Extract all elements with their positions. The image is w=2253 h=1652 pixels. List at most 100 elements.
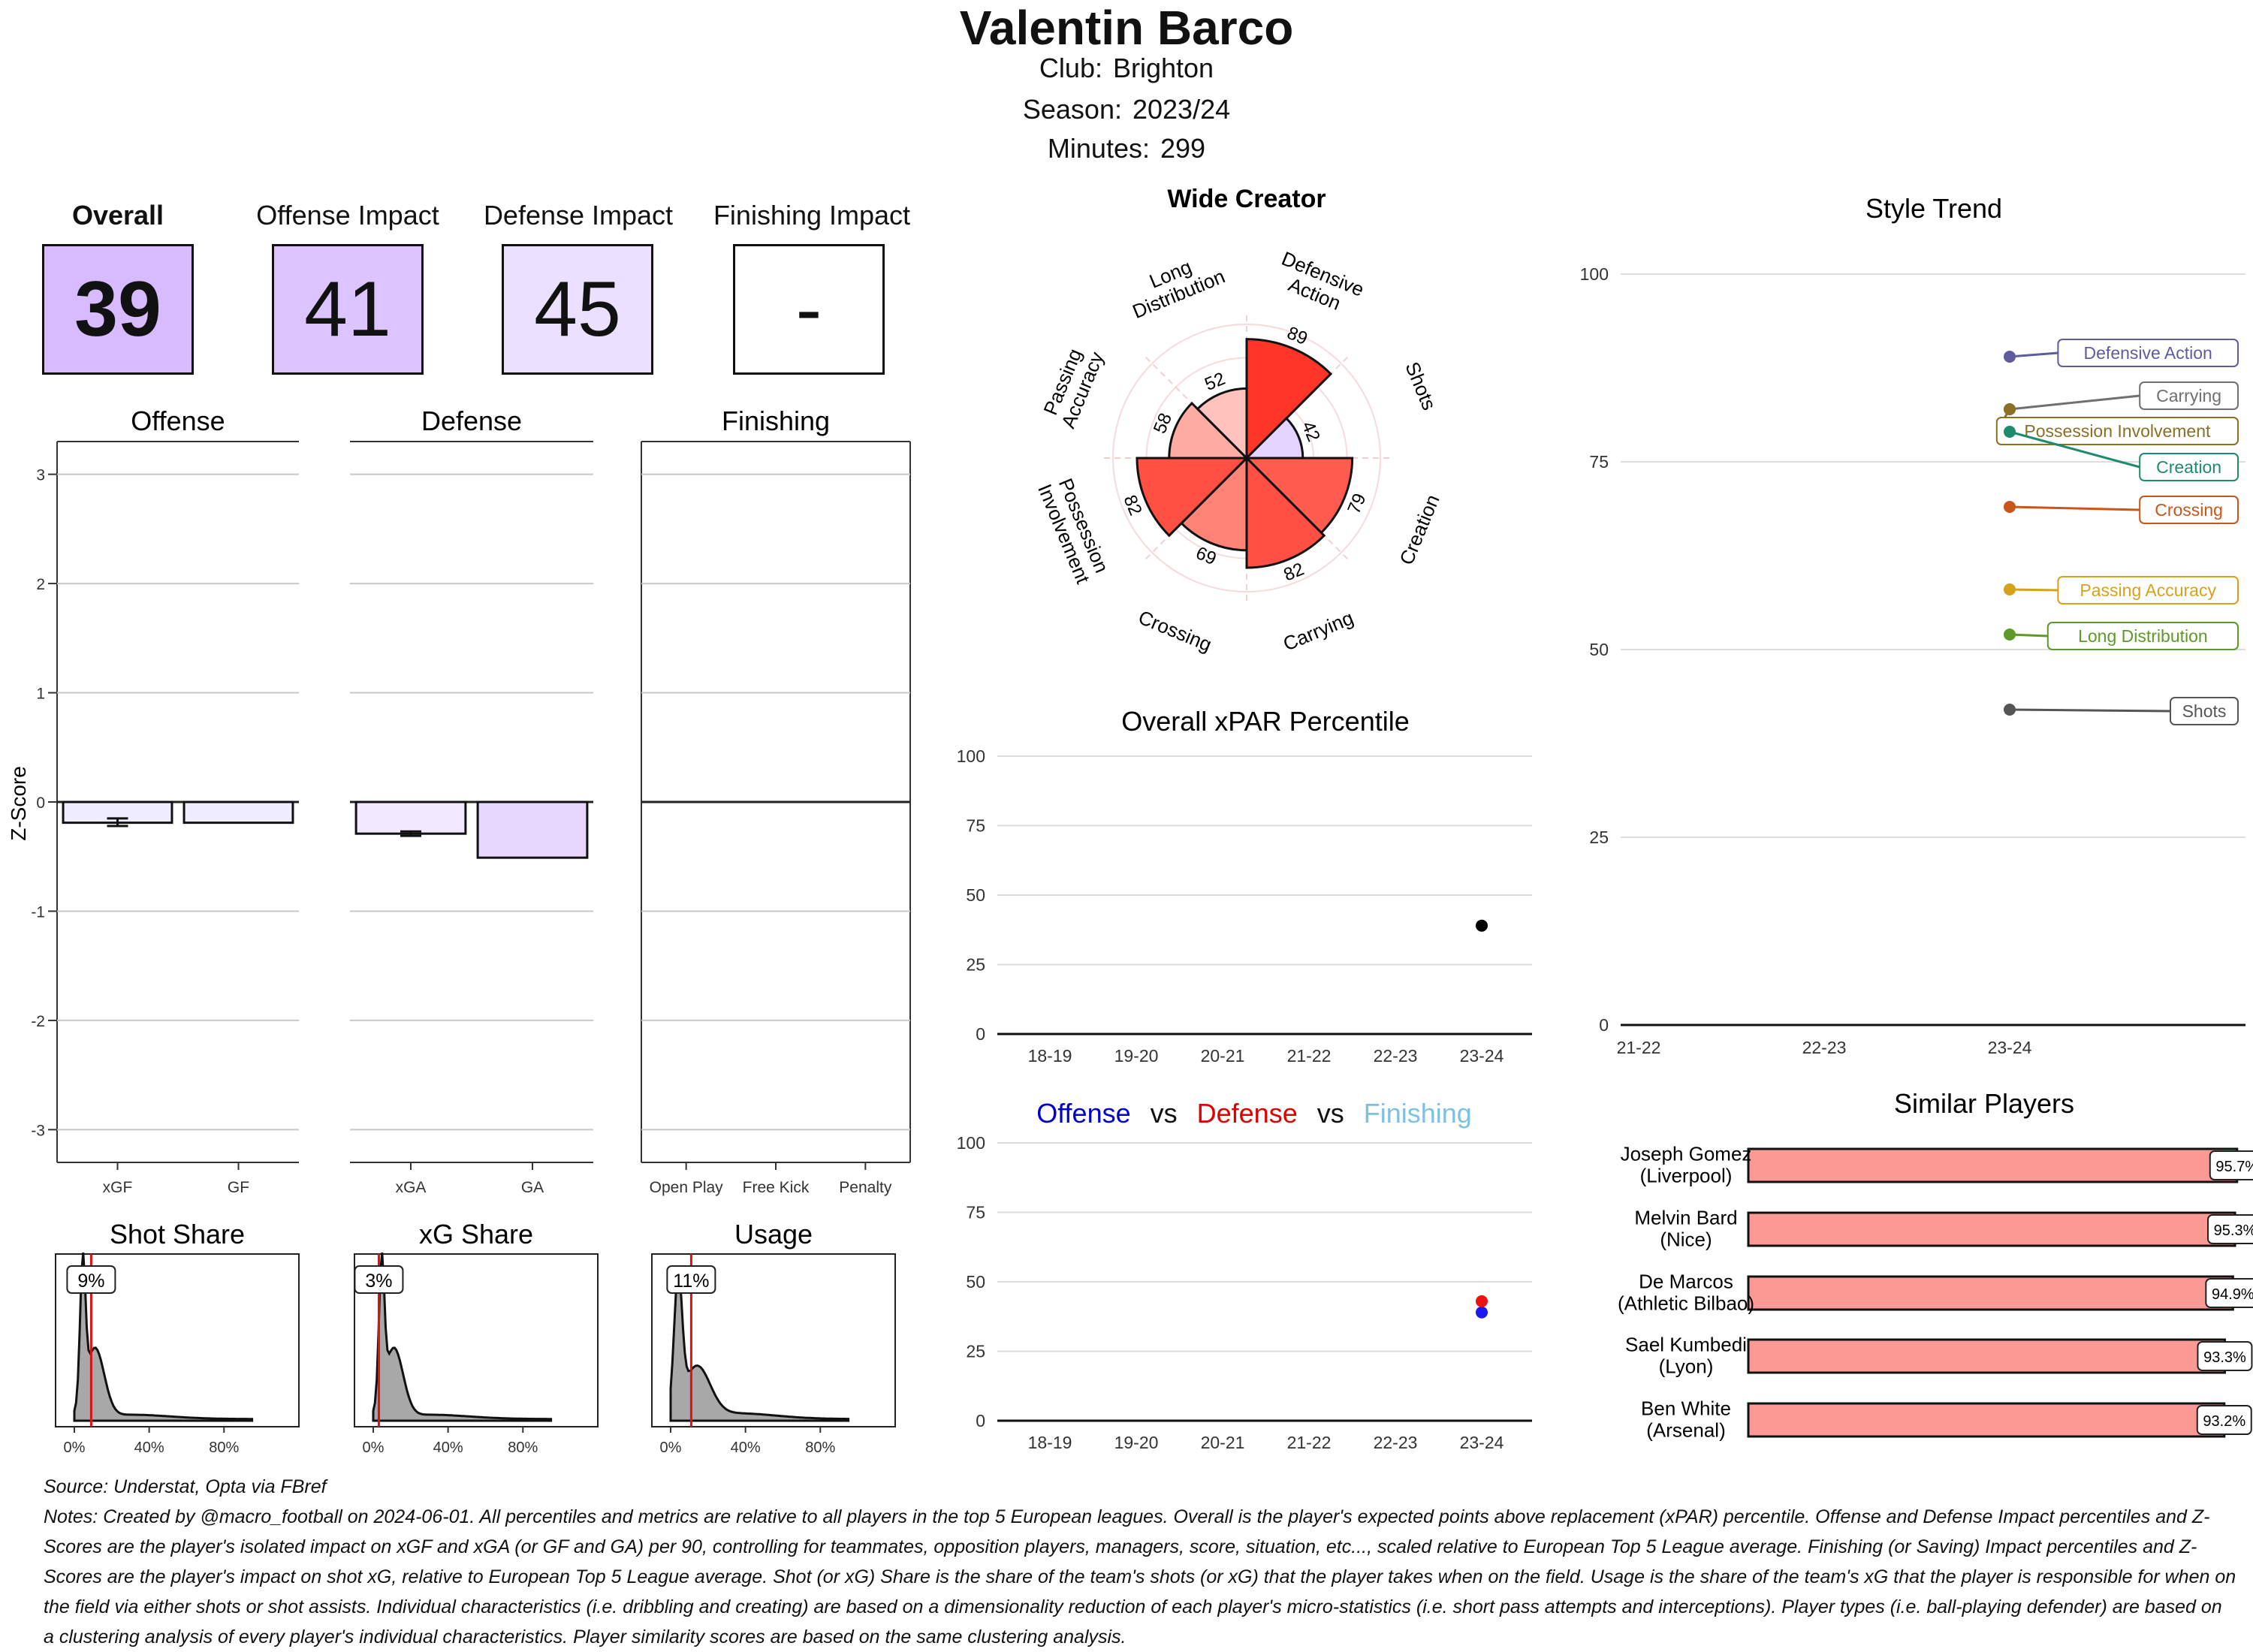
minutes-line: Minutes: 299 <box>0 133 2253 164</box>
style-trend-label: Long Distribution <box>2078 626 2208 646</box>
style-trend-point <box>2004 704 2016 716</box>
zscore-bar-ga <box>476 800 589 859</box>
radar-wedge-0 <box>1245 338 1333 461</box>
ovd-title-vs-2: vs <box>1317 1098 1344 1129</box>
style-trend-connector <box>2009 394 2140 411</box>
similar-player-name-line: De Marcos <box>1639 1271 1733 1293</box>
style-trend-label: Passing Accuracy <box>2080 580 2216 600</box>
zscore-bar-gf <box>182 800 294 824</box>
zscore-ytick-label: 1 <box>36 686 45 703</box>
style-trend-ytick-label: 75 <box>1589 452 1609 472</box>
timeline-ytick-label: 75 <box>966 1203 985 1222</box>
similar-player-name: Melvin Bard (Nice) <box>1634 1207 1737 1251</box>
style-trend-xtick-label: 22-23 <box>1802 1038 1847 1057</box>
xpar-title: Overall xPAR Percentile <box>1121 706 1409 737</box>
style-trend-label: Shots <box>2182 701 2227 721</box>
style-trend-point <box>2004 583 2016 595</box>
distribution-value-label-box <box>66 1265 116 1294</box>
zscore-bar-xgf <box>62 800 173 824</box>
radar-wedge-3 <box>1245 455 1326 569</box>
distribution-xtick-label: 80% <box>508 1439 538 1456</box>
timeline-ytick-label: 75 <box>966 816 985 836</box>
distribution-xtick-label: 80% <box>805 1439 835 1456</box>
style-trend-label-box <box>2139 381 2239 410</box>
similar-player-name: Sael Kumbedi (Lyon) <box>1625 1334 1747 1378</box>
radar-value-label: 52 <box>1202 369 1228 395</box>
source-note: Source: Understat, Opta via FBref <box>44 1476 327 1497</box>
zscore-chart: Z-Score 3 2 1 0 -1 -2 -3 Offense xGF GF Defense xGA… <box>7 405 911 1196</box>
defense-impact-value-box: 45 <box>502 244 653 375</box>
timeline-point <box>1476 919 1488 932</box>
timeline-xtick-label: 22-23 <box>1374 1046 1418 1066</box>
timeline-xtick-label: 19-20 <box>1114 1046 1159 1066</box>
style-trend-connector <box>2009 430 2140 469</box>
overall-label: Overall <box>71 200 164 231</box>
timeline-xtick-label: 18-19 <box>1028 1433 1072 1452</box>
style-trend-label: Defensive Action <box>2084 343 2212 363</box>
similar-player-name-line: Melvin Bard <box>1634 1207 1737 1229</box>
distribution-value-label-box <box>666 1265 716 1294</box>
radar-grid-circle <box>1112 324 1381 592</box>
similar-player-score: 94.9% <box>2212 1286 2253 1303</box>
similar-player-name: Joseph Gomez (Liverpool) <box>1621 1143 1752 1187</box>
style-trend-xtick-label: 21-22 <box>1617 1038 1661 1057</box>
style-trend-connector <box>2009 505 2140 511</box>
distribution-xtick-label: 40% <box>134 1439 164 1456</box>
season-value: 2023/24 <box>1132 94 1231 125</box>
similar-player-name-line: (Arsenal) <box>1646 1418 1725 1441</box>
offense-impact-value-box: 41 <box>272 244 424 375</box>
zscore-xtick-label: Free Kick <box>743 1179 810 1196</box>
timeline-point-offense <box>1476 1306 1488 1319</box>
similar-player-score-box <box>2209 1150 2253 1180</box>
defense-impact-label: Defense Impact <box>483 200 674 231</box>
style-trend-ytick-label: 100 <box>1580 264 1609 284</box>
similar-player-bar <box>1747 1211 2236 1247</box>
radar-value-label: 79 <box>1344 490 1370 517</box>
similar-player-name-line: Joseph Gomez <box>1621 1143 1752 1165</box>
distribution-xtick-label: 0% <box>64 1439 86 1456</box>
style-trend-connector <box>2009 633 2048 638</box>
overall-value-box: 39 <box>42 244 194 375</box>
distribution-title: Shot Share <box>110 1219 245 1250</box>
zscore-xtick-label: GF <box>228 1179 249 1196</box>
zscore-ytick-label: -1 <box>31 903 45 921</box>
club-line: Club: Brighton <box>0 53 2253 84</box>
timeline-ytick-label: 50 <box>966 1272 985 1292</box>
timeline-xtick-label: 21-22 <box>1287 1433 1332 1452</box>
style-trend-ytick-label: 0 <box>1599 1015 1609 1035</box>
similar-player-name-line: (Liverpool) <box>1640 1164 1733 1186</box>
similar-player-name-line: Sael Kumbedi <box>1625 1334 1747 1356</box>
methodology-notes: Notes: Created by @macro_football on 202… <box>44 1506 2236 1647</box>
radar-category-label: LongDistribution <box>1121 245 1229 323</box>
style-trend-label: Crossing <box>2155 500 2223 520</box>
similar-player-name-line: Ben White <box>1641 1397 1731 1420</box>
timeline-ytick-label: 100 <box>957 1133 985 1153</box>
timeline-ytick-label: 50 <box>966 885 985 905</box>
style-trend-label-box <box>2057 576 2239 604</box>
style-trend-connector <box>2009 351 2058 358</box>
ovd-title-finishing: Finishing <box>1364 1098 1472 1129</box>
style-trend-connector <box>2009 588 2058 592</box>
zscore-ytick-label: -3 <box>31 1122 45 1139</box>
timeline-ytick-label: 0 <box>976 1411 985 1430</box>
style-trend-label-box <box>2139 496 2239 524</box>
radar-category-label: Crossing <box>1136 606 1215 656</box>
radar-wedge-6 <box>1168 401 1250 460</box>
radar-wedge-4 <box>1180 455 1248 552</box>
style-trend-label-box <box>2139 453 2239 481</box>
finishing-impact-label: Finishing Impact <box>713 200 911 231</box>
radar-wedge-2 <box>1244 457 1354 535</box>
similar-players-title: Similar Players <box>1894 1088 2074 1119</box>
player-name: Valentin Barco <box>959 1 1294 55</box>
similar-player-score-box <box>2207 1214 2253 1244</box>
similar-player-name: Ben White (Arsenal) <box>1641 1397 1731 1442</box>
timeline-xtick-label: 22-23 <box>1374 1433 1418 1452</box>
zscore-ytick-label: -2 <box>31 1013 45 1030</box>
radar-value-label: 82 <box>1280 559 1307 585</box>
distribution-xtick-label: 80% <box>209 1439 239 1456</box>
radar-value-label: 58 <box>1150 410 1176 436</box>
zscore-ylabel: Z-Score <box>7 766 30 841</box>
similar-player-score: 95.7% <box>2215 1159 2253 1175</box>
timeline-point-defense <box>1476 1295 1488 1307</box>
distribution-xtick-label: 0% <box>660 1439 682 1456</box>
